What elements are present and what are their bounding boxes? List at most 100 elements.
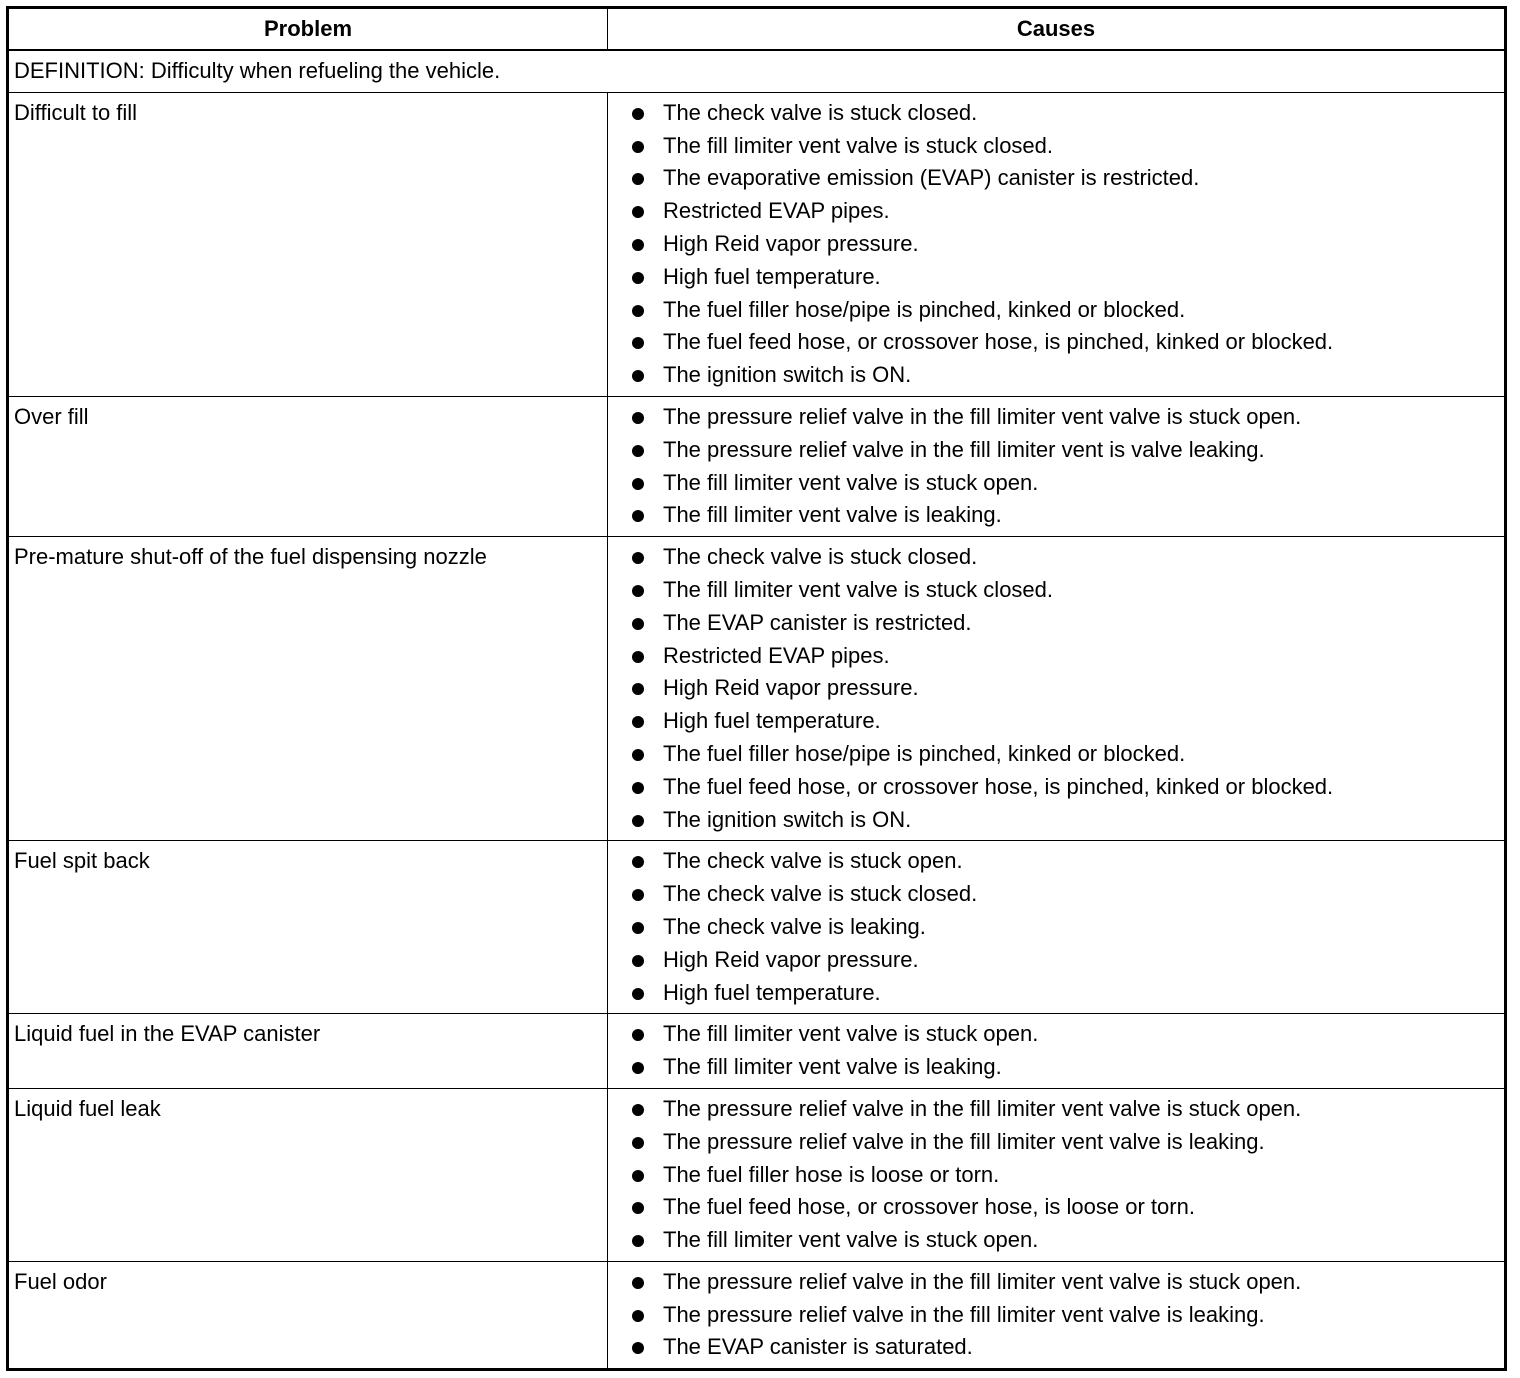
bullet-icon [632,173,644,186]
list-item: The check valve is stuck closed. [608,878,1504,911]
bullet-icon [632,206,644,219]
cause-text: The ignition switch is ON. [663,362,912,388]
bullet-icon [632,1169,644,1182]
cause-text: Restricted EVAP pipes. [663,198,890,224]
cause-text: The pressure relief valve in the fill li… [663,403,1302,429]
list-item: The pressure relief valve in the fill li… [608,1266,1504,1299]
bullet-icon [632,107,644,120]
bullet-icon [632,140,644,153]
cause-text: The check valve is stuck closed. [663,881,978,907]
cause-text: The fill limiter vent valve is stuck ope… [663,469,1039,495]
problem-cell: Difficult to fill [7,91,608,397]
list-item: The pressure relief valve in the fill li… [608,1093,1504,1126]
causes-list: The check valve is stuck closed. The fill… [608,93,1504,396]
list-item: The fuel feed hose, or crossover hose, i… [608,771,1504,804]
bullet-icon [632,1136,644,1149]
causes-cell: The fill limiter vent valve is stuck ope… [607,1013,1506,1089]
cause-text: High fuel temperature. [663,708,881,734]
cause-text: The pressure relief valve in the fill li… [663,1128,1265,1154]
bullet-icon [632,271,644,284]
cause-text: The fill limiter vent valve is stuck ope… [663,1021,1039,1047]
cause-text: The fuel feed hose, or crossover hose, i… [663,1194,1195,1220]
list-item: The EVAP canister is restricted. [608,607,1504,640]
cause-text: The ignition switch is ON. [663,806,912,832]
header-row: Problem Causes [7,7,1506,51]
list-item: The pressure relief valve in the fill li… [608,1126,1504,1159]
list-item: The fuel feed hose, or crossover hose, i… [608,326,1504,359]
cause-text: The fill limiter vent valve is leaking. [663,502,1002,528]
list-item: The check valve is stuck closed. [608,97,1504,130]
bullet-icon [632,954,644,967]
table-row: Liquid fuel leak The pressure relief valv… [7,1087,1506,1262]
bullet-icon [632,921,644,934]
problem-cell: Liquid fuel in the EVAP canister [7,1013,608,1089]
list-item: The ignition switch is ON. [608,804,1504,837]
list-item: The fill limiter vent valve is leaking. [608,499,1504,532]
bullet-icon [632,1029,644,1042]
list-item: The fill limiter vent valve is stuck ope… [608,1018,1504,1051]
bullet-icon [632,987,644,1000]
table-row: Over fill The pressure relief valve in th… [7,395,1506,538]
list-item: The check valve is leaking. [608,911,1504,944]
bullet-icon [632,814,644,827]
problem-cell: Liquid fuel leak [7,1087,608,1262]
bullet-icon [632,683,644,696]
bullet-icon [632,337,644,350]
cause-text: The pressure relief valve in the fill li… [663,1301,1265,1327]
bullet-icon [632,716,644,729]
cause-text: High fuel temperature. [663,263,881,289]
list-item: The fill limiter vent valve is stuck ope… [608,1224,1504,1257]
table-row: Fuel odor The pressure relief valve in th… [7,1260,1506,1371]
cause-text: The fuel filler hose/pipe is pinched, ki… [663,296,1186,322]
list-item: Restricted EVAP pipes. [608,640,1504,673]
causes-list: The pressure relief valve in the fill li… [608,1262,1504,1368]
bullet-icon [632,1103,644,1116]
cause-text: High Reid vapor pressure. [663,230,919,256]
bullet-icon [632,444,644,457]
bullet-icon [632,370,644,383]
problem-cell: Pre-mature shut-off of the fuel dispensi… [7,536,608,842]
list-item: The pressure relief valve in the fill li… [608,1299,1504,1332]
causes-list: The pressure relief valve in the fill li… [608,1089,1504,1261]
problem-header: Problem [7,7,608,51]
list-item: The fuel feed hose, or crossover hose, i… [608,1191,1504,1224]
cause-text: The pressure relief valve in the fill li… [663,1268,1302,1294]
list-item: The EVAP canister is saturated. [608,1331,1504,1364]
cause-text: The fill limiter vent valve is stuck ope… [663,1227,1039,1253]
bullet-icon [632,1309,644,1322]
cause-text: The EVAP canister is restricted. [663,609,972,635]
bullet-icon [632,856,644,869]
causes-list: The check valve is stuck closed. The fill… [608,537,1504,840]
bullet-icon [632,477,644,490]
list-item: The evaporative emission (EVAP) canister… [608,162,1504,195]
list-item: The fuel filler hose is loose or torn. [608,1159,1504,1192]
list-item: Restricted EVAP pipes. [608,195,1504,228]
list-item: The ignition switch is ON. [608,359,1504,392]
causes-cell: The pressure relief valve in the fill li… [607,1087,1506,1262]
causes-list: The fill limiter vent valve is stuck ope… [608,1014,1504,1088]
list-item: The fill limiter vent valve is stuck clo… [608,130,1504,163]
definition-row: DEFINITION: Difficulty when refueling th… [7,49,1506,93]
list-item: The pressure relief valve in the fill li… [608,434,1504,467]
causes-cell: The check valve is stuck closed. The fill… [607,91,1506,397]
cause-text: High Reid vapor pressure. [663,946,919,972]
list-item: The fill limiter vent valve is stuck ope… [608,467,1504,500]
cause-text: The check valve is stuck closed. [663,99,978,125]
bullet-icon [632,1235,644,1248]
cause-text: High fuel temperature. [663,979,881,1005]
cause-text: Restricted EVAP pipes. [663,642,890,668]
cause-text: The fill limiter vent valve is leaking. [663,1054,1002,1080]
list-item: The fuel filler hose/pipe is pinched, ki… [608,294,1504,327]
diagnostic-table: Problem Causes DEFINITION: Difficulty wh… [6,6,1507,1372]
cause-text: The check valve is stuck closed. [663,544,978,570]
bullet-icon [632,1202,644,1215]
list-item: High fuel temperature. [608,977,1504,1010]
bullet-icon [632,650,644,663]
bullet-icon [632,1342,644,1355]
cause-text: The pressure relief valve in the fill li… [663,1095,1302,1121]
causes-cell: The check valve is stuck closed. The fill… [607,536,1506,842]
list-item: High Reid vapor pressure. [608,944,1504,977]
list-item: The check valve is stuck open. [608,845,1504,878]
bullet-icon [632,411,644,424]
bullet-icon [632,748,644,761]
